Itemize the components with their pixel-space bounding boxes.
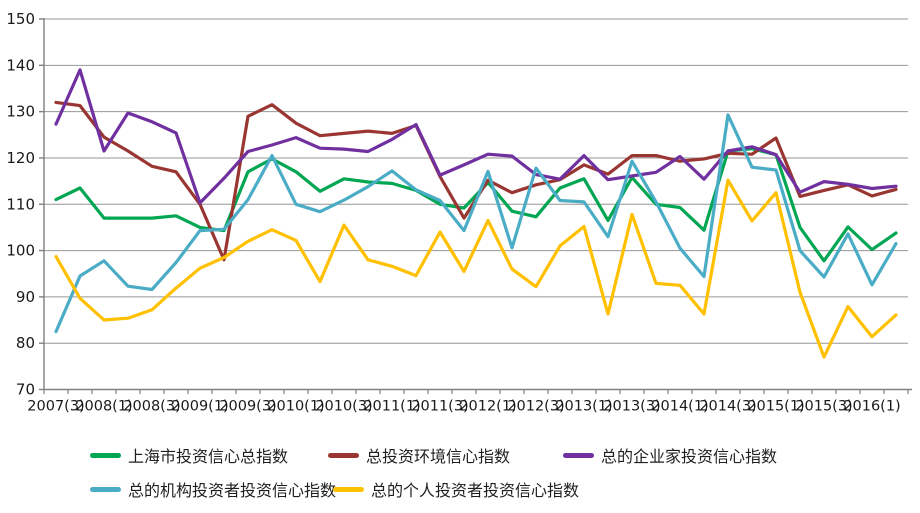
legend-swatch-icon — [328, 452, 359, 458]
x-axis-tick-label: 2013(1) — [555, 399, 612, 415]
legend-row-1: 上海市投资信心总指数 总投资环境信心指数 总的企业家投资信心指数 — [0, 443, 920, 477]
series-line-4 — [54, 178, 898, 359]
x-axis-tick-label: 2014(3) — [699, 399, 756, 415]
y-axis-tick-label: 130 — [6, 103, 35, 121]
series-line-1 — [54, 100, 898, 262]
legend-item-4: 总的个人投资者投资信心指数 — [333, 477, 579, 501]
x-axis-tick-label: 2011(1) — [363, 399, 420, 415]
x-axis-tick-label: 2016(1) — [843, 399, 900, 415]
chart-legend: 上海市投资信心总指数 总投资环境信心指数 总的企业家投资信心指数总的机构投资者投资信… — [0, 443, 920, 511]
y-axis-tick-label: 100 — [6, 242, 35, 260]
x-axis-tick-label: 2015(3) — [795, 399, 852, 415]
x-axis-tick-label: 2009(3) — [219, 399, 276, 415]
y-axis-tick-label: 150 — [6, 10, 35, 28]
legend-label: 总的个人投资者投资信心指数 — [371, 481, 580, 500]
y-axis-tick-label: 90 — [16, 288, 35, 306]
x-axis-tick-label: 2013(3) — [603, 399, 660, 415]
x-axis-tick-label: 2012(1) — [459, 399, 516, 415]
legend-swatch-icon — [90, 486, 121, 492]
x-axis-tick-label: 2012(3) — [507, 399, 564, 415]
x-axis-tick-label: 2014(1) — [651, 399, 708, 415]
legend-swatch-icon — [90, 452, 121, 458]
series-line-3 — [54, 113, 898, 334]
x-axis-tick-label: 2007(3) — [27, 399, 84, 415]
legend-item-3: 总的机构投资者投资信心指数 — [90, 477, 336, 501]
legend-label: 总的机构投资者投资信心指数 — [128, 481, 337, 500]
legend-label: 总投资环境信心指数 — [366, 447, 511, 466]
legend-item-0: 上海市投资信心总指数 — [90, 443, 288, 467]
x-axis-tick-label: 2008(3) — [123, 399, 180, 415]
legend-item-1: 总投资环境信心指数 — [328, 443, 510, 467]
x-axis-tick-label: 2009(1) — [171, 399, 228, 415]
legend-item-2: 总的企业家投资信心指数 — [563, 443, 777, 467]
y-axis-tick-label: 140 — [6, 56, 35, 74]
legend-label: 上海市投资信心总指数 — [128, 447, 289, 466]
x-axis-tick-label: 2011(3) — [411, 399, 468, 415]
x-axis-tick-label: 2008(1) — [75, 399, 132, 415]
x-axis-tick-label: 2010(1) — [267, 399, 324, 415]
legend-label: 总的企业家投资信心指数 — [601, 447, 778, 466]
legend-swatch-icon — [563, 452, 594, 458]
x-axis-tick-label: 2015(1) — [747, 399, 804, 415]
legend-swatch-icon — [333, 486, 364, 492]
x-axis-tick-label: 2010(3) — [315, 399, 372, 415]
series-line-2 — [54, 68, 898, 205]
y-axis-tick-label: 120 — [6, 149, 35, 167]
legend-row-2: 总的机构投资者投资信心指数 总的个人投资者投资信心指数 — [0, 477, 920, 511]
y-axis-tick-label: 110 — [6, 195, 35, 213]
y-axis-tick-label: 70 — [16, 381, 35, 399]
y-axis-tick-label: 80 — [16, 334, 35, 352]
